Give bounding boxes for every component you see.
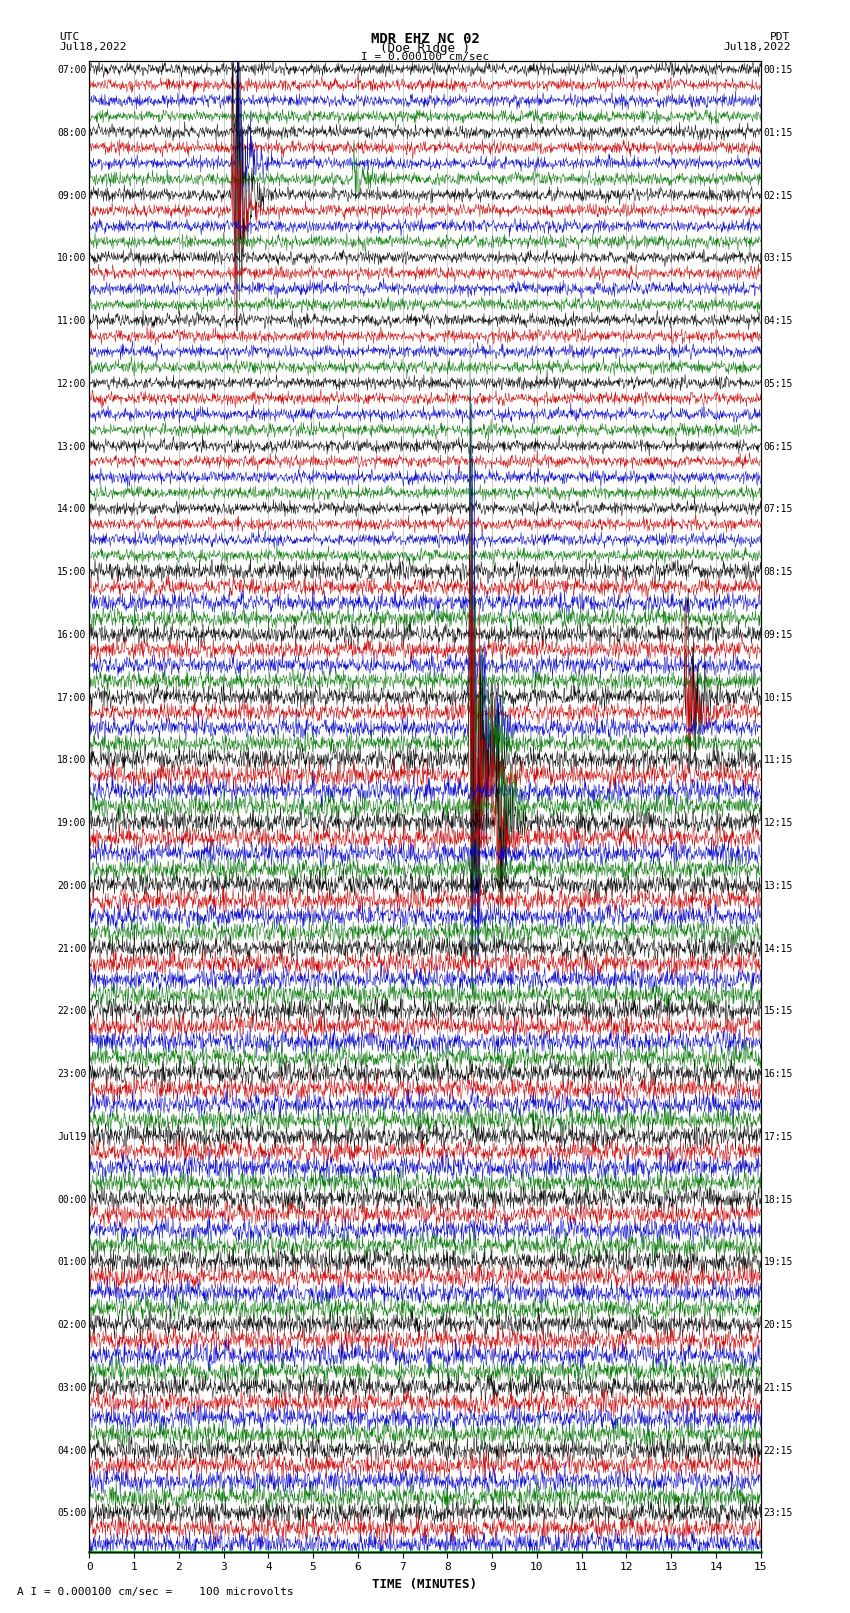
Text: MDR EHZ NC 02: MDR EHZ NC 02: [371, 32, 479, 47]
Text: Jul18,2022: Jul18,2022: [723, 42, 791, 52]
Text: A I = 0.000100 cm/sec =    100 microvolts: A I = 0.000100 cm/sec = 100 microvolts: [17, 1587, 294, 1597]
X-axis label: TIME (MINUTES): TIME (MINUTES): [372, 1578, 478, 1590]
Text: UTC: UTC: [60, 32, 80, 42]
Text: I = 0.000100 cm/sec: I = 0.000100 cm/sec: [361, 52, 489, 61]
Text: PDT: PDT: [770, 32, 790, 42]
Text: Jul18,2022: Jul18,2022: [60, 42, 127, 52]
Text: (Doe Ridge ): (Doe Ridge ): [380, 42, 470, 55]
